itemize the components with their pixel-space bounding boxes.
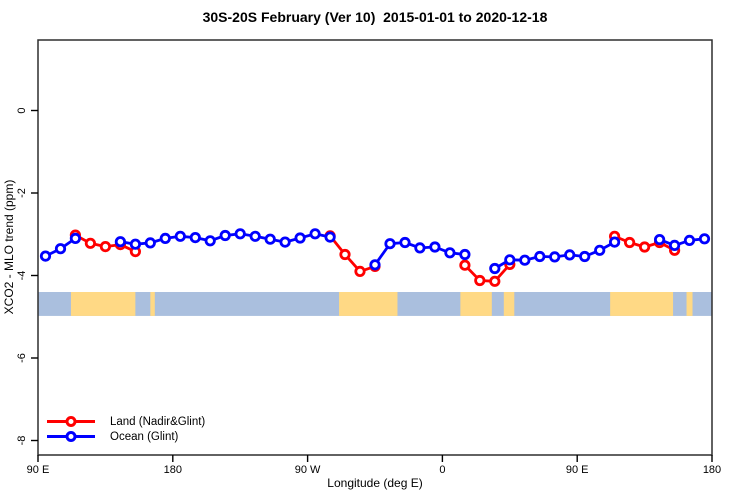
- data-point-ocean: [579, 250, 591, 263]
- data-point-ocean: [444, 247, 456, 259]
- data-point-ocean: [159, 232, 171, 244]
- y-tick-label: -4: [16, 271, 28, 281]
- data-point-ocean: [459, 248, 471, 261]
- data-point-ocean: [608, 236, 621, 248]
- data-point-ocean: [234, 228, 246, 240]
- data-point-ocean: [519, 254, 531, 266]
- data-point-land: [623, 236, 636, 249]
- legend-item-ocean: Ocean (Glint): [44, 429, 205, 444]
- data-point-land: [638, 241, 651, 253]
- y-tick-label: -2: [16, 188, 28, 198]
- chart-title: 30S-20S February (Ver 10) 2015-01-01 to …: [202, 9, 548, 25]
- map-strip-land: [503, 292, 515, 316]
- legend-label-land: Land (Nadir&Glint): [110, 415, 206, 428]
- map-strip-land: [339, 292, 398, 316]
- data-point-ocean: [189, 232, 201, 244]
- map-strip-land: [610, 292, 674, 316]
- data-point-ocean: [279, 236, 291, 248]
- plot-box: [37, 39, 713, 456]
- data-point-land: [459, 259, 471, 271]
- y-tick-label: -8: [16, 436, 28, 446]
- data-point-ocean: [698, 233, 711, 245]
- map-strip-land: [460, 292, 492, 316]
- data-point-ocean: [294, 232, 306, 244]
- data-point-ocean: [549, 251, 561, 263]
- x-axis-label: Longitude (deg E): [327, 476, 423, 490]
- data-point-ocean: [384, 238, 396, 250]
- ocean-series-swatch-icon: [47, 431, 95, 442]
- y-tick-label: 0: [16, 107, 28, 113]
- data-point-ocean: [429, 241, 441, 253]
- data-point-ocean: [309, 228, 321, 240]
- data-point-ocean: [324, 231, 336, 243]
- data-point-land: [99, 241, 112, 253]
- data-point-ocean: [264, 233, 276, 245]
- data-point-ocean: [399, 236, 411, 249]
- data-point-ocean: [653, 234, 666, 246]
- x-tick-label: 90 E: [27, 464, 50, 476]
- data-point-ocean: [489, 262, 501, 275]
- x-tick-label: 180: [164, 464, 182, 476]
- data-point-ocean: [219, 229, 231, 242]
- legend-label-ocean: Ocean (Glint): [110, 430, 179, 443]
- y-axis-label: XCO2 - MLO trend (ppm): [2, 179, 16, 315]
- y-tick-label: -6: [16, 353, 28, 363]
- series-line-ocean: [659, 237, 705, 247]
- data-point-ocean: [129, 238, 141, 250]
- x-tick-label: 0: [439, 464, 445, 476]
- data-point-land: [474, 274, 486, 287]
- data-point-ocean: [144, 237, 156, 249]
- data-point-ocean: [504, 254, 516, 266]
- data-point-land: [339, 248, 351, 261]
- series-line-land: [463, 263, 511, 283]
- data-point-land: [84, 237, 97, 249]
- data-point-ocean: [54, 243, 67, 255]
- map-strip-land: [686, 292, 693, 316]
- land-series-swatch-icon: [47, 416, 95, 427]
- data-point-ocean: [369, 259, 381, 271]
- data-point-ocean: [564, 249, 576, 261]
- data-point-ocean: [594, 244, 606, 256]
- data-point-land: [354, 265, 366, 277]
- map-strip-land: [70, 292, 136, 316]
- x-tick-label: 180: [703, 464, 721, 476]
- data-point-ocean: [249, 230, 261, 242]
- data-point-ocean: [204, 235, 216, 247]
- data-point-ocean: [668, 239, 681, 251]
- data-point-ocean: [39, 250, 52, 262]
- data-point-ocean: [174, 230, 186, 242]
- data-point-ocean: [414, 242, 426, 254]
- data-point-ocean: [114, 236, 127, 248]
- data-point-ocean: [534, 250, 546, 263]
- series-line-land: [329, 235, 376, 273]
- map-strip-land: [150, 292, 155, 316]
- legend: Land (Nadir&Glint) Ocean (Glint): [44, 414, 205, 444]
- data-point-land: [489, 275, 501, 287]
- legend-item-land: Land (Nadir&Glint): [44, 414, 205, 429]
- data-point-ocean: [69, 232, 82, 244]
- data-point-ocean: [683, 234, 696, 246]
- x-tick-label: 90 W: [295, 464, 321, 476]
- x-tick-label: 90 E: [566, 464, 589, 476]
